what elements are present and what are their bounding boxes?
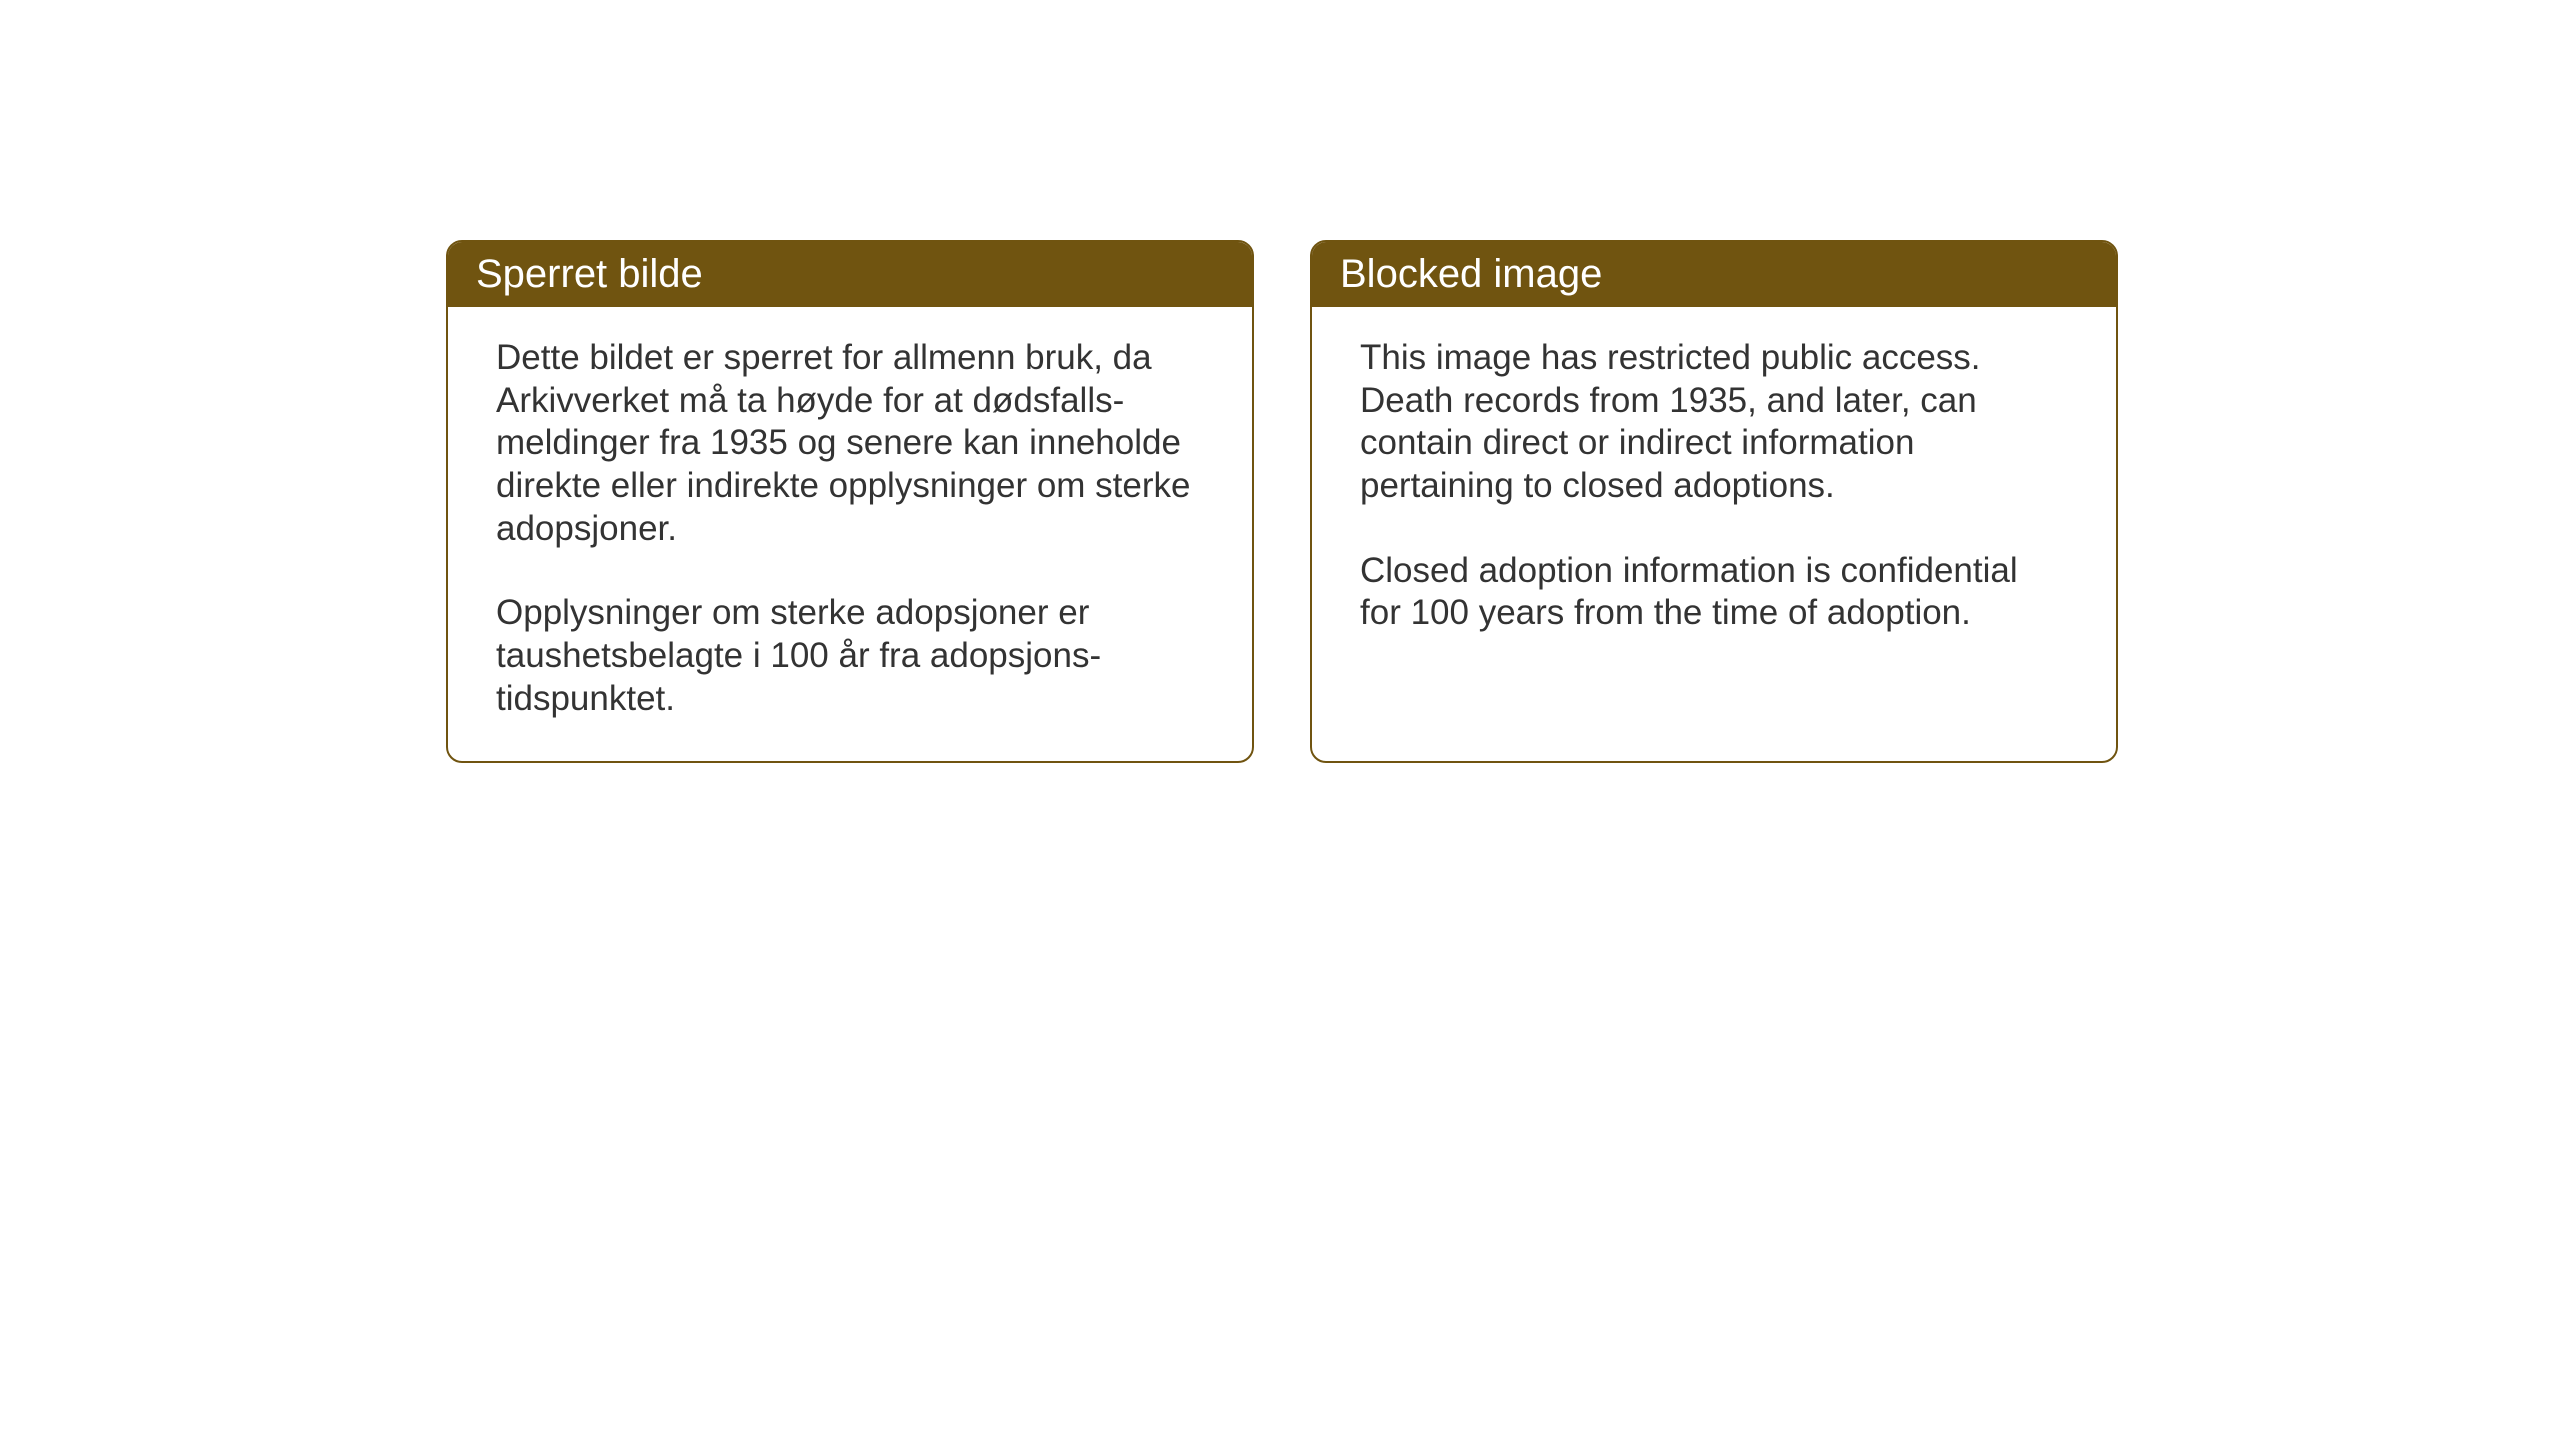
- card-title-norwegian: Sperret bilde: [476, 252, 703, 296]
- card-body-norwegian: Dette bildet er sperret for allmenn bruk…: [448, 307, 1252, 761]
- card-paragraph-2-norwegian: Opplysninger om sterke adopsjoner er tau…: [496, 592, 1204, 720]
- card-paragraph-1-norwegian: Dette bildet er sperret for allmenn bruk…: [496, 337, 1204, 550]
- card-body-english: This image has restricted public access.…: [1312, 307, 2116, 675]
- card-paragraph-1-english: This image has restricted public access.…: [1360, 337, 2068, 508]
- notice-card-english: Blocked image This image has restricted …: [1310, 240, 2118, 763]
- notice-container: Sperret bilde Dette bildet er sperret fo…: [446, 240, 2118, 763]
- card-header-english: Blocked image: [1312, 242, 2116, 307]
- notice-card-norwegian: Sperret bilde Dette bildet er sperret fo…: [446, 240, 1254, 763]
- card-paragraph-2-english: Closed adoption information is confident…: [1360, 550, 2068, 635]
- card-title-english: Blocked image: [1340, 252, 1602, 296]
- card-header-norwegian: Sperret bilde: [448, 242, 1252, 307]
